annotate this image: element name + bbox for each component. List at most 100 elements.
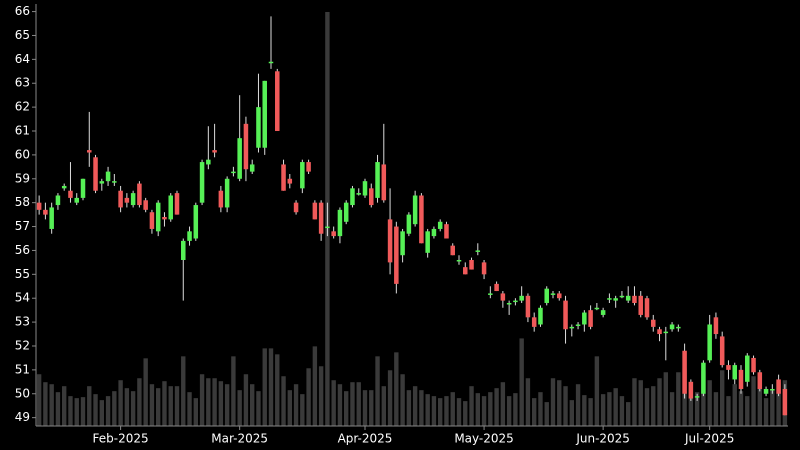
candle-body (657, 329, 662, 335)
candle-body (632, 295, 637, 303)
candle-body (268, 61, 274, 64)
candle-body (287, 178, 293, 184)
volume-bar (74, 398, 79, 426)
volume-bar (400, 374, 405, 426)
candle-body (763, 388, 769, 394)
volume-bar (193, 398, 198, 426)
candle-body (619, 295, 625, 298)
candle-body (124, 197, 130, 203)
volume-bar (306, 368, 311, 426)
volume-bar (456, 398, 462, 426)
volume-bar (563, 386, 568, 426)
candle-body (569, 326, 575, 329)
volume-bar (644, 388, 650, 426)
volume-bar (544, 402, 549, 426)
candle-body (68, 190, 73, 198)
volume-bar (231, 356, 236, 426)
y-tick-label: 54 (15, 291, 30, 305)
y-tick-label: 59 (15, 171, 30, 185)
candle-body (688, 381, 694, 399)
candle-body (682, 350, 687, 394)
volume-bar (738, 391, 744, 426)
volume-bar (776, 382, 781, 426)
candle-body (575, 324, 581, 326)
y-tick-label: 55 (15, 267, 30, 281)
candle-body (293, 202, 299, 213)
volume-bar (732, 384, 737, 426)
candle-body (375, 162, 380, 198)
volume-bar (469, 386, 474, 426)
y-tick-label: 58 (15, 195, 30, 209)
volume-bar (199, 374, 205, 426)
candle-body (231, 171, 236, 174)
candle-body (563, 300, 568, 330)
y-tick-label: 60 (15, 147, 30, 161)
y-tick-label: 66 (15, 4, 30, 18)
candle-body (400, 231, 405, 256)
candle-body (199, 162, 205, 203)
volume-bar (300, 394, 305, 426)
volume-bar (513, 393, 518, 426)
candle-body (181, 240, 186, 260)
volume-bar (607, 392, 612, 426)
candle-body (463, 267, 468, 275)
candle-body (362, 181, 368, 196)
candle-body (513, 300, 518, 303)
y-tick-label: 56 (15, 243, 30, 257)
volume-bar (475, 393, 480, 426)
x-tick-label: Mar-2025 (211, 432, 268, 446)
candle-body (437, 221, 443, 229)
candle-body (713, 317, 719, 335)
candle-body (557, 293, 562, 299)
candle-body (500, 293, 506, 301)
y-tick-label: 50 (15, 386, 30, 400)
volume-bar (720, 370, 725, 426)
volume-bar (312, 346, 318, 426)
volume-bar (463, 401, 468, 426)
volume-bar (181, 356, 186, 426)
volume-bar (688, 396, 694, 426)
volume-bar (387, 370, 393, 426)
x-tick-label: Apr-2025 (338, 432, 393, 446)
volume-bar (582, 395, 587, 426)
candle-body (625, 295, 631, 301)
volume-bar (275, 354, 280, 426)
volume-bar (168, 386, 173, 426)
volume-bar (525, 378, 531, 426)
x-tick-label: Jul-2025 (684, 432, 734, 446)
candle-body (155, 202, 161, 232)
candle-body (312, 202, 318, 220)
candle-body (193, 205, 199, 239)
candle-body (369, 188, 374, 206)
candle-body (262, 80, 267, 148)
candle-body (475, 250, 481, 252)
volume-bar (532, 398, 537, 426)
volume-bar (500, 382, 506, 426)
candle-body (732, 365, 737, 380)
candle-body (187, 231, 192, 241)
volume-bar (438, 398, 443, 426)
candle-body (93, 157, 98, 191)
candle-body (356, 193, 361, 195)
volume-bar (68, 396, 73, 426)
candle-body (419, 195, 424, 244)
volume-bar (663, 372, 668, 426)
candle-body (55, 195, 61, 206)
volume-bar (43, 382, 48, 426)
candle-body (663, 331, 669, 334)
candle-body (613, 298, 618, 301)
candle-body (738, 369, 744, 389)
candle-body (669, 324, 675, 330)
candle-body (118, 190, 123, 208)
candle-body (469, 259, 474, 270)
candle-body (130, 193, 136, 206)
candle-body (331, 231, 336, 237)
volume-bar (626, 402, 631, 426)
candle-body (112, 181, 117, 183)
volume-bar (506, 396, 512, 426)
volume-bar (594, 356, 600, 426)
candle-body (80, 178, 86, 198)
volume-bar (36, 374, 42, 426)
x-tick-label: Feb-2025 (93, 432, 149, 446)
